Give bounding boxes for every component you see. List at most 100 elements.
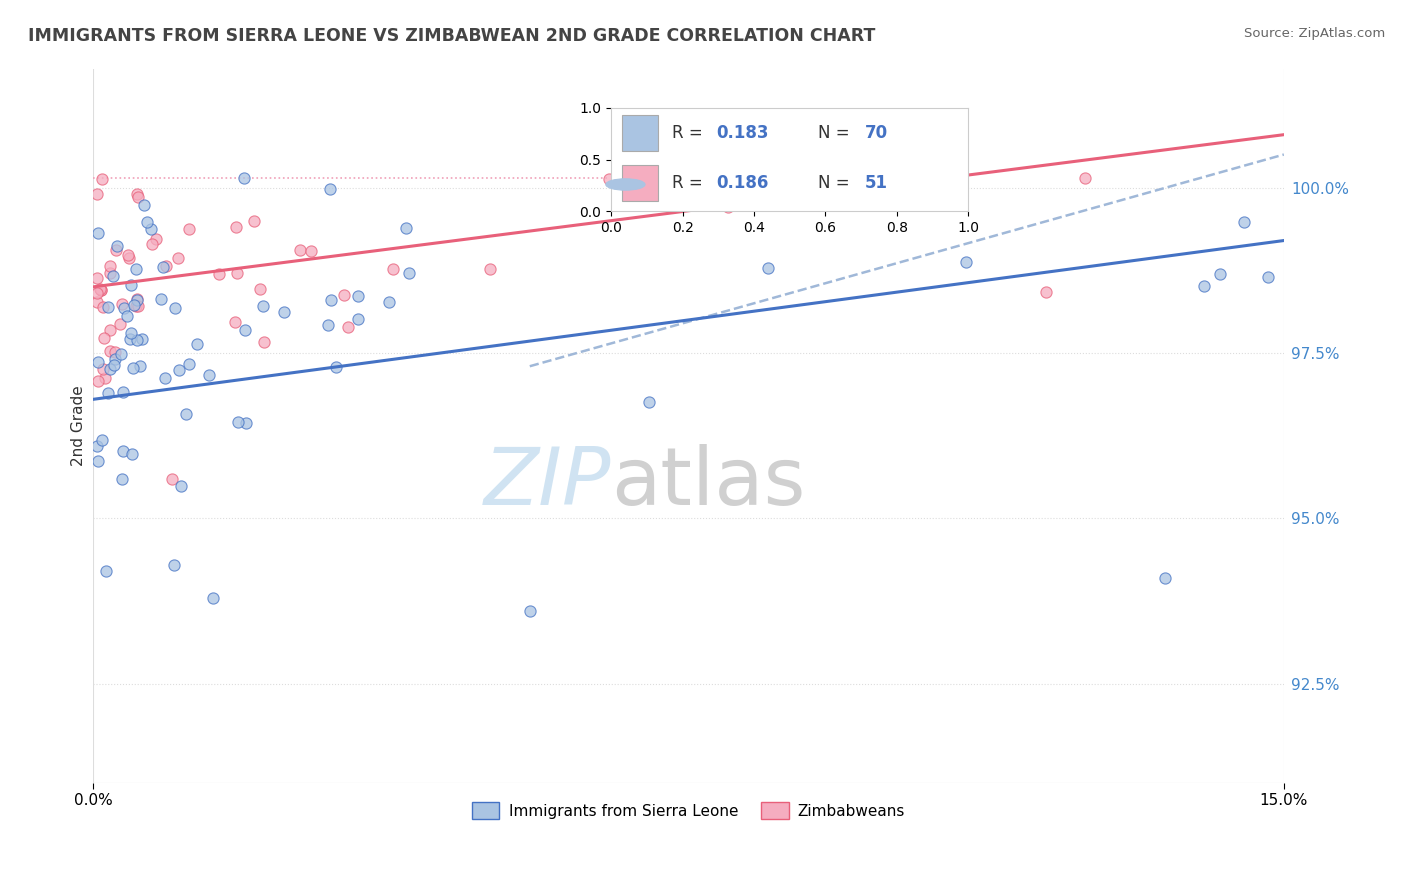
Point — [125, 293, 148, 307]
Point — [104, 351, 127, 366]
Point — [91, 172, 114, 186]
Point — [1153, 571, 1175, 585]
Point — [86, 187, 108, 202]
Point — [637, 395, 659, 409]
Point — [150, 293, 173, 307]
Point — [167, 362, 190, 376]
Point — [174, 407, 197, 421]
Point — [86, 271, 108, 285]
Point — [186, 337, 208, 351]
Point — [163, 558, 186, 572]
Point — [111, 297, 134, 311]
Point — [125, 186, 148, 201]
Point — [110, 347, 132, 361]
Y-axis label: 2nd Grade: 2nd Grade — [72, 385, 86, 467]
Point — [1257, 269, 1279, 284]
Point — [249, 282, 271, 296]
Text: IMMIGRANTS FROM SIERRA LEONE VS ZIMBABWEAN 2ND GRADE CORRELATION CHART: IMMIGRANTS FROM SIERRA LEONE VS ZIMBABWE… — [28, 27, 876, 45]
Point — [89, 282, 111, 296]
Point — [179, 357, 201, 371]
Point — [273, 304, 295, 318]
Point — [155, 259, 177, 273]
Point — [347, 311, 370, 326]
Point — [111, 471, 134, 485]
Text: atlas: atlas — [612, 444, 806, 522]
Legend: Immigrants from Sierra Leone, Zimbabweans: Immigrants from Sierra Leone, Zimbabwean… — [465, 796, 911, 825]
Point — [1074, 171, 1097, 186]
Point — [225, 220, 247, 235]
Point — [152, 260, 174, 275]
Point — [104, 344, 127, 359]
Point — [319, 293, 342, 307]
Point — [124, 298, 146, 312]
Point — [288, 244, 311, 258]
Point — [167, 251, 190, 265]
Point — [598, 172, 620, 186]
Point — [242, 214, 264, 228]
Point — [235, 322, 257, 336]
Point — [170, 479, 193, 493]
Point — [197, 368, 219, 382]
Point — [519, 604, 541, 618]
Point — [98, 362, 121, 376]
Point — [479, 262, 502, 277]
Point — [87, 454, 110, 468]
Point — [101, 268, 124, 283]
Point — [155, 371, 177, 385]
Point — [145, 231, 167, 245]
Point — [111, 384, 134, 399]
Point — [117, 252, 139, 266]
Point — [325, 360, 347, 375]
Point — [98, 266, 121, 280]
Point — [208, 267, 231, 281]
Point — [232, 171, 254, 186]
Point — [97, 385, 120, 400]
Point — [122, 361, 145, 376]
Point — [125, 262, 148, 277]
Point — [141, 237, 163, 252]
Point — [91, 434, 114, 448]
Point — [837, 161, 859, 175]
Point — [136, 215, 159, 229]
Point — [86, 439, 108, 453]
Point — [717, 200, 740, 214]
Point — [225, 267, 247, 281]
Point — [129, 359, 152, 374]
Point — [346, 289, 368, 303]
Point — [121, 278, 143, 293]
Point — [125, 299, 148, 313]
Point — [112, 301, 135, 316]
Point — [1209, 267, 1232, 281]
Point — [377, 294, 399, 309]
Point — [86, 286, 108, 301]
Point — [87, 226, 110, 240]
Point — [299, 244, 322, 258]
Point — [224, 315, 246, 329]
Point — [115, 309, 138, 323]
Point — [160, 472, 183, 486]
Point — [131, 332, 153, 346]
Point — [235, 416, 257, 430]
Point — [163, 301, 186, 316]
Point — [97, 300, 120, 314]
Point — [127, 190, 149, 204]
Point — [226, 416, 249, 430]
Point — [1233, 214, 1256, 228]
Text: Source: ZipAtlas.com: Source: ZipAtlas.com — [1244, 27, 1385, 40]
Point — [395, 220, 418, 235]
Point — [127, 293, 149, 308]
Point — [127, 333, 149, 347]
Point — [98, 344, 121, 359]
Point — [93, 331, 115, 345]
Point — [756, 260, 779, 275]
Point — [86, 355, 108, 369]
Point — [103, 358, 125, 372]
Point — [127, 299, 149, 313]
Point — [337, 320, 360, 334]
Point — [381, 262, 404, 277]
Text: ZIP: ZIP — [484, 444, 612, 522]
Point — [316, 318, 339, 332]
Point — [252, 299, 274, 313]
Point — [91, 300, 114, 314]
Point — [108, 317, 131, 331]
